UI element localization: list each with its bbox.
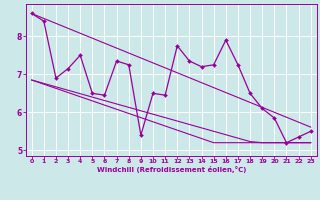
X-axis label: Windchill (Refroidissement éolien,°C): Windchill (Refroidissement éolien,°C) [97, 166, 246, 173]
